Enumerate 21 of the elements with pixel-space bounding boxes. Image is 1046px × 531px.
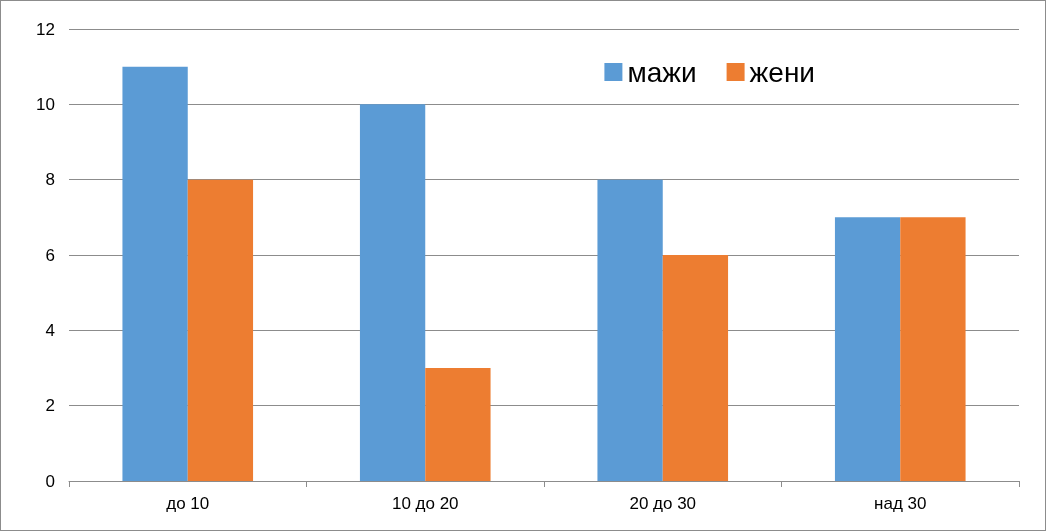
- y-tick-label: 12: [36, 19, 55, 39]
- legend-label: жени: [749, 56, 815, 88]
- bar: [662, 255, 729, 481]
- y-tick-label: 10: [36, 94, 55, 114]
- x-tick-label: 10 до 20: [391, 494, 459, 513]
- bar: [359, 104, 426, 481]
- bar: [425, 368, 491, 481]
- bar: [187, 179, 254, 481]
- bar: [834, 217, 901, 481]
- y-tick-label: 0: [45, 471, 55, 491]
- x-tick-label: над 30: [874, 494, 927, 513]
- bar: [122, 66, 188, 481]
- y-tick-label: 2: [45, 396, 55, 416]
- x-tick-label: до 10: [166, 494, 210, 513]
- y-tick-label: 6: [45, 245, 55, 265]
- y-tick-label: 4: [45, 320, 55, 340]
- legend-label: мажи: [627, 56, 697, 88]
- x-tick-label: 20 до 30: [629, 494, 697, 513]
- bar: [900, 217, 966, 481]
- y-tick-label: 8: [45, 170, 55, 190]
- bar: [597, 179, 663, 481]
